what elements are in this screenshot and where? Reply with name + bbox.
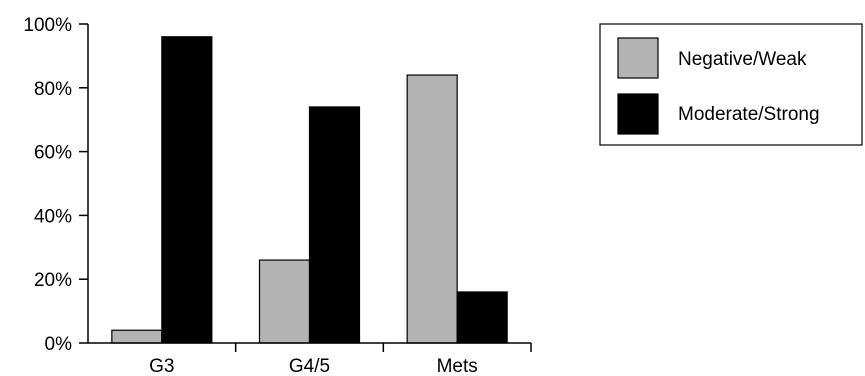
x-category-label: G4/5 <box>289 356 330 376</box>
bar-moderate-strong-g4-5 <box>308 106 361 344</box>
x-category-label: G3 <box>149 356 174 376</box>
x-category-label: Mets <box>437 356 478 376</box>
legend: Negative/Weak Moderate/Strong <box>599 23 863 146</box>
bar-negative-weak-g3 <box>111 329 163 344</box>
y-tick-label: 0% <box>45 334 73 355</box>
x-categories-layer: G3 G4/5 Mets <box>149 343 532 376</box>
axes-layer <box>87 24 531 344</box>
legend-swatch-negative-weak <box>617 37 659 79</box>
bar-moderate-strong-g3 <box>161 36 213 344</box>
y-tick-label: 40% <box>34 206 72 227</box>
bar-moderate-strong-mets <box>456 291 508 344</box>
legend-label-negative-weak: Negative/Weak <box>678 49 807 70</box>
y-ticks-layer: 0% 20% 40% 60% 80% 100% <box>23 15 88 355</box>
y-tick-label: 100% <box>23 15 72 36</box>
y-tick-label: 20% <box>34 270 72 291</box>
legend-swatch-moderate-strong <box>617 93 659 135</box>
bars-layer <box>111 36 508 344</box>
y-tick-label: 60% <box>34 143 72 164</box>
bar-negative-weak-mets <box>406 74 458 344</box>
bar-negative-weak-g4-5 <box>258 259 311 344</box>
legend-label-moderate-strong: Moderate/Strong <box>678 104 820 125</box>
y-tick-label: 80% <box>34 79 72 100</box>
